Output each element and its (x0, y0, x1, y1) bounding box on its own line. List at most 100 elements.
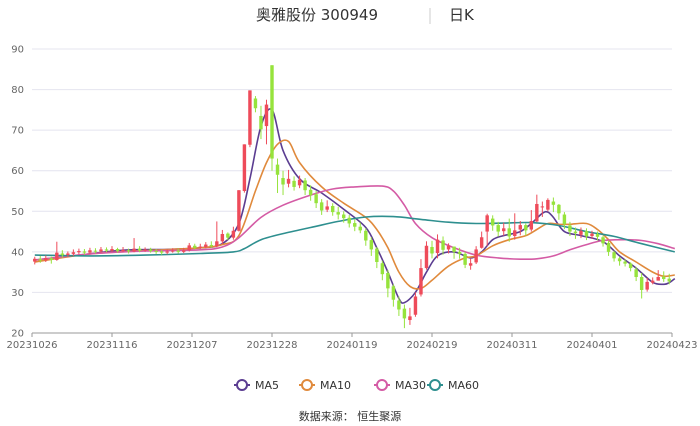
candle-body (77, 251, 81, 253)
candle (612, 250, 616, 262)
candle (226, 232, 230, 241)
candle (281, 170, 285, 196)
candle-body (662, 276, 666, 280)
candle (386, 270, 390, 298)
y-tick-label: 60 (11, 166, 24, 177)
x-tick-label: 20240311 (487, 340, 538, 351)
candle (524, 223, 528, 236)
candle-body (314, 194, 318, 204)
candle (490, 215, 495, 231)
legend-label: MA30 (395, 379, 426, 392)
candle-body (590, 233, 594, 237)
candle (137, 246, 142, 253)
candle (115, 247, 120, 253)
candle-body (159, 251, 164, 253)
candle-body (193, 245, 197, 248)
candle-body (165, 251, 169, 253)
candle-body (595, 234, 600, 237)
candle (104, 247, 109, 253)
candle-body (529, 221, 534, 230)
candle-body (88, 250, 92, 253)
candle-body (286, 178, 291, 184)
candle (369, 237, 374, 256)
candle-body (391, 286, 396, 300)
candle (457, 247, 462, 259)
x-tick-label: 20231228 (247, 340, 298, 351)
candle (231, 226, 236, 240)
candle-body (176, 250, 180, 252)
candle-body (485, 215, 489, 232)
candlesticks (33, 65, 671, 329)
candle-body (297, 179, 302, 186)
candle-body (551, 201, 556, 205)
candle (507, 218, 511, 242)
candle-body (237, 190, 241, 231)
candle-body (204, 244, 208, 247)
legend-marker (429, 379, 441, 391)
candle-body (457, 251, 462, 254)
y-tick-label: 30 (11, 288, 24, 299)
legend-label: MA5 (255, 379, 279, 392)
candle-body (496, 225, 500, 232)
candle-body (292, 180, 296, 187)
candle (628, 262, 633, 272)
candle-body (231, 230, 236, 238)
candle-body (93, 250, 98, 252)
candle (639, 272, 644, 299)
candle (38, 255, 42, 263)
candle (568, 221, 572, 237)
moving-average-lines (34, 108, 676, 304)
candle-body (540, 206, 545, 208)
candle-body (66, 253, 70, 256)
legend-marker (301, 379, 313, 391)
candle-body (413, 296, 418, 315)
candle-body (126, 250, 131, 252)
candle-body (656, 277, 660, 281)
candle (319, 199, 324, 215)
candle (275, 158, 280, 194)
candle (182, 247, 186, 254)
candle-body (99, 249, 103, 252)
candle (198, 243, 202, 250)
gridlines (32, 48, 672, 334)
x-tick-label: 20240219 (407, 340, 458, 351)
candle-body (380, 263, 385, 275)
x-tick-label: 20240401 (567, 340, 618, 351)
candle-body (634, 269, 638, 278)
candle (215, 221, 219, 248)
candle-body (502, 228, 506, 232)
candle (474, 246, 478, 265)
candle-body (198, 246, 202, 248)
candle (270, 65, 274, 171)
candle (143, 247, 147, 252)
x-tick-label: 20240119 (327, 340, 378, 351)
candle (595, 231, 600, 241)
candle (579, 227, 583, 239)
candle (463, 251, 467, 269)
candle-body (270, 65, 274, 159)
legend-marker (376, 379, 388, 391)
candle (99, 246, 103, 253)
candle-body (33, 258, 37, 262)
candle-body (55, 252, 59, 260)
candle-body (562, 214, 567, 225)
x-tick-label: 20240423 (647, 340, 698, 351)
candle-body (308, 189, 313, 196)
y-tick-label: 80 (11, 85, 24, 96)
candle (513, 213, 517, 240)
candle (82, 249, 87, 255)
candle (375, 246, 379, 269)
x-tick-label: 20231026 (7, 340, 58, 351)
candle (159, 249, 164, 255)
y-axis-ticks: 20 30 40 50 60 70 80 90 (11, 45, 24, 340)
legend-item-ma10: MA10 (299, 379, 351, 392)
candle-body (424, 245, 429, 269)
candle (325, 200, 329, 213)
y-tick-label: 70 (11, 126, 24, 137)
candle (342, 211, 346, 223)
candle (667, 273, 671, 285)
candle (308, 185, 313, 201)
candle (468, 258, 473, 270)
chart-period: 日K (449, 6, 475, 24)
